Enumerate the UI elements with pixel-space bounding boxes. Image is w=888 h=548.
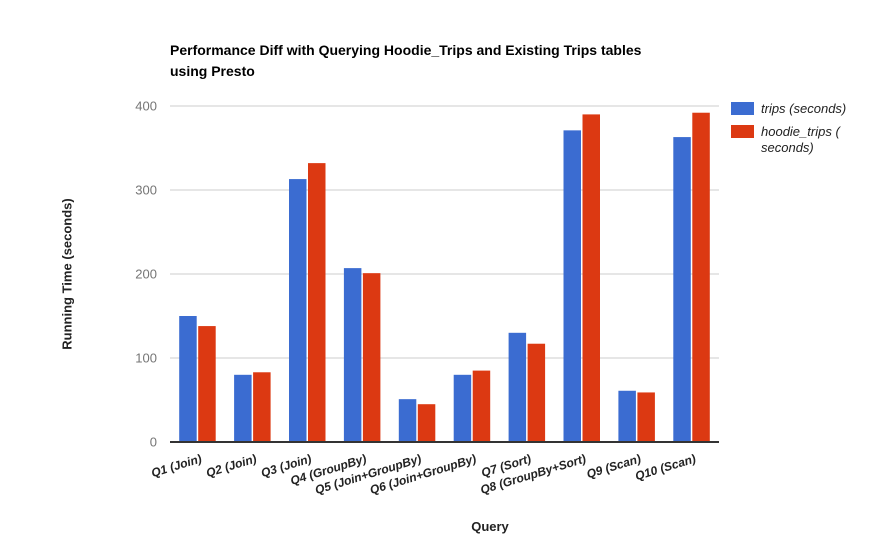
- bar-trips-9: [618, 390, 636, 442]
- chart-title-line2: using Presto: [170, 63, 255, 79]
- y-tick-label: 400: [135, 99, 157, 114]
- bar-hoodie-trips-1: [198, 326, 216, 442]
- y-tick-label: 0: [150, 435, 157, 450]
- bar-hoodie-trips-6: [472, 370, 491, 442]
- bar-trips-3: [289, 179, 307, 442]
- legend-swatch-trips: [731, 102, 754, 115]
- bar-hoodie-trips-10: [692, 112, 710, 442]
- bar-hoodie-trips-2: [253, 372, 271, 442]
- bar-hoodie-trips-5: [417, 404, 436, 442]
- legend-entry-hoodie-trips: hoodie_trips ( seconds): [731, 124, 846, 156]
- chart-title: Performance Diff with Querying Hoodie_Tr…: [170, 40, 641, 82]
- bar-trips-6: [453, 374, 472, 442]
- y-tick-label: 100: [135, 351, 157, 366]
- bar-trips-8: [563, 130, 581, 443]
- bar-hoodie-trips-8: [582, 114, 600, 443]
- y-tick-label: 200: [135, 267, 157, 282]
- x-tick-label: Q2 (Join): [204, 451, 258, 480]
- x-tick-label: Q9 (Scan): [585, 451, 643, 481]
- legend-label-hoodie-trips: hoodie_trips ( seconds): [761, 124, 840, 156]
- bar-hoodie-trips-4: [362, 273, 381, 442]
- legend-swatch-hoodie-trips: [731, 125, 754, 138]
- x-tick-label: Q10 (Scan): [633, 451, 697, 483]
- bar-trips-5: [398, 399, 417, 442]
- bar-hoodie-trips-7: [527, 343, 546, 442]
- legend: trips (seconds) hoodie_trips ( seconds): [731, 101, 846, 156]
- legend-label-hoodie-trips-line2: seconds): [761, 140, 814, 155]
- bar-hoodie-trips-3: [308, 163, 326, 442]
- bar-trips-2: [234, 374, 252, 442]
- chart-title-line1: Performance Diff with Querying Hoodie_Tr…: [170, 42, 642, 58]
- y-tick-label: 300: [135, 183, 157, 198]
- bar-trips-4: [343, 268, 362, 442]
- legend-label-hoodie-trips-line1: hoodie_trips (: [761, 124, 840, 139]
- x-axis-title: Query: [471, 519, 509, 534]
- x-tick-label: Q1 (Join): [149, 451, 203, 480]
- legend-entry-trips: trips (seconds): [731, 101, 846, 117]
- bar-hoodie-trips-9: [637, 392, 655, 442]
- bar-trips-7: [508, 332, 527, 442]
- bar-trips-10: [673, 137, 691, 442]
- y-axis-title: Running Time (seconds): [59, 198, 75, 350]
- bar-trips-1: [179, 316, 197, 442]
- legend-label-trips: trips (seconds): [761, 101, 847, 116]
